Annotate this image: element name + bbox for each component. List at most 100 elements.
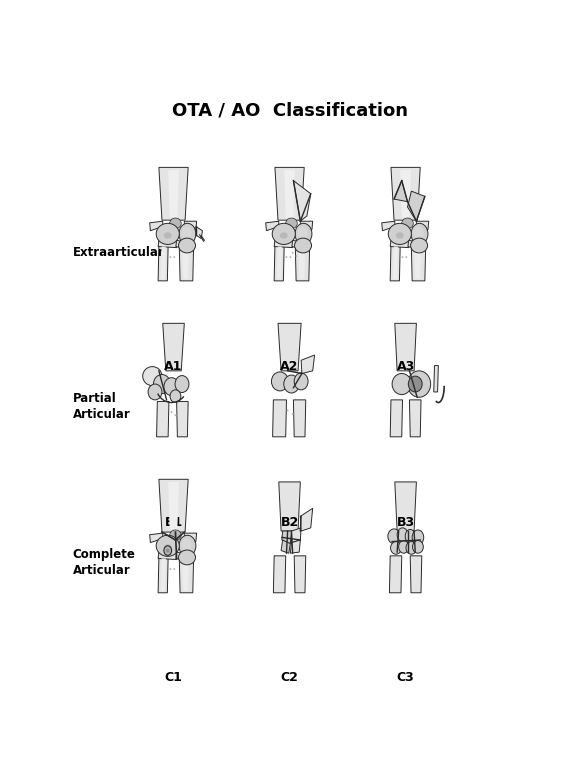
- Ellipse shape: [414, 227, 424, 239]
- Polygon shape: [292, 528, 301, 543]
- Ellipse shape: [173, 568, 175, 570]
- Polygon shape: [294, 556, 306, 593]
- Ellipse shape: [412, 530, 424, 545]
- Polygon shape: [395, 482, 416, 531]
- Polygon shape: [179, 559, 194, 593]
- Polygon shape: [184, 221, 197, 230]
- Polygon shape: [293, 181, 311, 221]
- Polygon shape: [292, 240, 297, 248]
- Text: A2: A2: [280, 360, 299, 373]
- Polygon shape: [277, 247, 282, 280]
- Ellipse shape: [154, 375, 171, 393]
- Text: B2: B2: [280, 516, 299, 529]
- Polygon shape: [301, 355, 315, 373]
- Ellipse shape: [286, 218, 297, 228]
- Ellipse shape: [170, 530, 181, 541]
- Ellipse shape: [164, 232, 172, 238]
- Ellipse shape: [284, 375, 299, 393]
- Ellipse shape: [179, 535, 196, 556]
- Polygon shape: [159, 167, 188, 220]
- Polygon shape: [408, 240, 414, 248]
- Polygon shape: [393, 247, 398, 280]
- Polygon shape: [161, 559, 166, 591]
- Ellipse shape: [295, 224, 312, 245]
- Polygon shape: [161, 247, 166, 280]
- Polygon shape: [434, 365, 438, 392]
- Ellipse shape: [179, 238, 195, 253]
- Polygon shape: [290, 540, 301, 553]
- Polygon shape: [298, 249, 305, 280]
- Polygon shape: [196, 227, 202, 238]
- Ellipse shape: [271, 372, 288, 391]
- Polygon shape: [411, 248, 425, 281]
- Text: B3: B3: [397, 516, 415, 529]
- Ellipse shape: [173, 256, 175, 258]
- Ellipse shape: [171, 411, 172, 413]
- Ellipse shape: [397, 528, 408, 541]
- Ellipse shape: [164, 545, 172, 551]
- Ellipse shape: [143, 367, 162, 386]
- Polygon shape: [168, 482, 179, 530]
- Polygon shape: [390, 245, 400, 281]
- Ellipse shape: [390, 541, 401, 554]
- Ellipse shape: [388, 224, 411, 245]
- Ellipse shape: [164, 546, 172, 555]
- Polygon shape: [158, 558, 168, 593]
- Polygon shape: [176, 552, 181, 559]
- Ellipse shape: [402, 218, 414, 228]
- Ellipse shape: [181, 227, 192, 239]
- Ellipse shape: [156, 224, 179, 245]
- Polygon shape: [159, 479, 188, 532]
- Polygon shape: [273, 556, 286, 593]
- Polygon shape: [179, 248, 194, 281]
- Ellipse shape: [170, 568, 171, 570]
- Text: OTA / AO  Classification: OTA / AO Classification: [172, 101, 407, 119]
- Polygon shape: [382, 221, 395, 231]
- Polygon shape: [274, 240, 293, 248]
- Ellipse shape: [392, 373, 411, 395]
- Ellipse shape: [406, 256, 407, 258]
- Ellipse shape: [405, 530, 415, 543]
- Text: C3: C3: [397, 671, 415, 684]
- Ellipse shape: [272, 224, 295, 245]
- Polygon shape: [407, 191, 425, 221]
- Ellipse shape: [156, 535, 179, 556]
- Ellipse shape: [396, 232, 403, 238]
- Ellipse shape: [292, 252, 294, 254]
- Polygon shape: [150, 533, 163, 543]
- Polygon shape: [272, 400, 286, 437]
- Polygon shape: [390, 400, 402, 437]
- Text: A1: A1: [164, 360, 182, 373]
- Polygon shape: [150, 221, 163, 231]
- Ellipse shape: [170, 218, 181, 228]
- Ellipse shape: [289, 256, 292, 258]
- Ellipse shape: [286, 410, 289, 411]
- Ellipse shape: [175, 375, 189, 393]
- Polygon shape: [168, 170, 179, 217]
- Ellipse shape: [164, 378, 179, 396]
- Polygon shape: [416, 221, 429, 230]
- Ellipse shape: [294, 373, 308, 390]
- Polygon shape: [274, 245, 284, 281]
- Polygon shape: [394, 181, 407, 202]
- Text: B1: B1: [164, 516, 182, 529]
- Polygon shape: [410, 556, 422, 593]
- Polygon shape: [158, 240, 177, 248]
- Polygon shape: [182, 561, 189, 591]
- Ellipse shape: [170, 390, 181, 403]
- Ellipse shape: [402, 256, 403, 258]
- Text: C2: C2: [281, 671, 298, 684]
- Polygon shape: [158, 552, 177, 559]
- Ellipse shape: [388, 529, 400, 544]
- Ellipse shape: [408, 376, 422, 392]
- Text: Complete
Articular: Complete Articular: [73, 548, 136, 577]
- Ellipse shape: [411, 238, 428, 253]
- Polygon shape: [415, 249, 421, 280]
- Ellipse shape: [170, 256, 171, 258]
- Ellipse shape: [166, 548, 170, 552]
- Ellipse shape: [298, 227, 308, 239]
- Polygon shape: [282, 531, 292, 544]
- Text: A3: A3: [397, 360, 415, 373]
- Polygon shape: [184, 533, 197, 541]
- Ellipse shape: [181, 538, 192, 551]
